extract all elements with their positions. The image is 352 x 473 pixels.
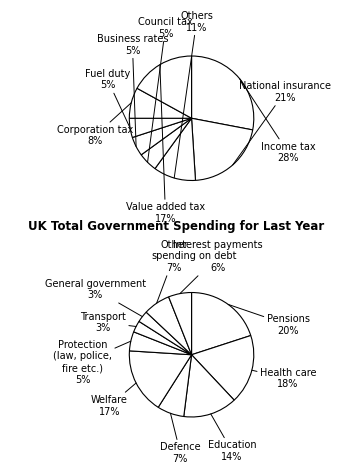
Wedge shape [191,335,254,400]
Wedge shape [129,118,191,138]
Wedge shape [191,56,254,130]
Wedge shape [146,297,191,355]
Wedge shape [191,292,251,355]
Text: Health care
18%: Health care 18% [252,368,316,389]
Wedge shape [139,312,191,355]
Wedge shape [184,355,234,417]
Text: National insurance
21%: National insurance 21% [233,81,331,165]
Text: Corporation tax
8%: Corporation tax 8% [57,103,133,147]
Text: Business rates
5%: Business rates 5% [97,34,168,147]
Text: Council tax
5%: Council tax 5% [138,17,193,162]
Text: General government
3%: General government 3% [45,279,146,316]
Wedge shape [129,351,191,407]
Text: Other
spending
7%: Other spending 7% [152,240,196,303]
Text: Others
11%: Others 11% [174,11,213,178]
Text: Value added tax
17%: Value added tax 17% [126,65,205,224]
Text: Transport
3%: Transport 3% [80,312,136,333]
Text: Protection
(law, police,
fire etc.)
5%: Protection (law, police, fire etc.) 5% [53,340,131,385]
Text: Fuel duty
5%: Fuel duty 5% [85,69,130,128]
Text: Income tax
28%: Income tax 28% [239,79,315,163]
Wedge shape [137,56,191,118]
Wedge shape [169,292,191,355]
Wedge shape [134,321,191,355]
Wedge shape [129,88,191,118]
Text: Welfare
17%: Welfare 17% [91,383,136,417]
Wedge shape [155,118,195,181]
Wedge shape [158,355,191,417]
Text: Interest payments
on debt
6%: Interest payments on debt 6% [173,240,263,294]
Wedge shape [132,118,191,155]
Text: Pensions
20%: Pensions 20% [228,305,309,336]
Text: Education
14%: Education 14% [208,414,256,462]
Wedge shape [141,118,191,168]
Wedge shape [130,332,191,355]
Text: Defence
7%: Defence 7% [160,413,201,464]
Wedge shape [191,118,253,180]
Title: UK Total Government Spending for Last Year: UK Total Government Spending for Last Ye… [28,219,324,233]
